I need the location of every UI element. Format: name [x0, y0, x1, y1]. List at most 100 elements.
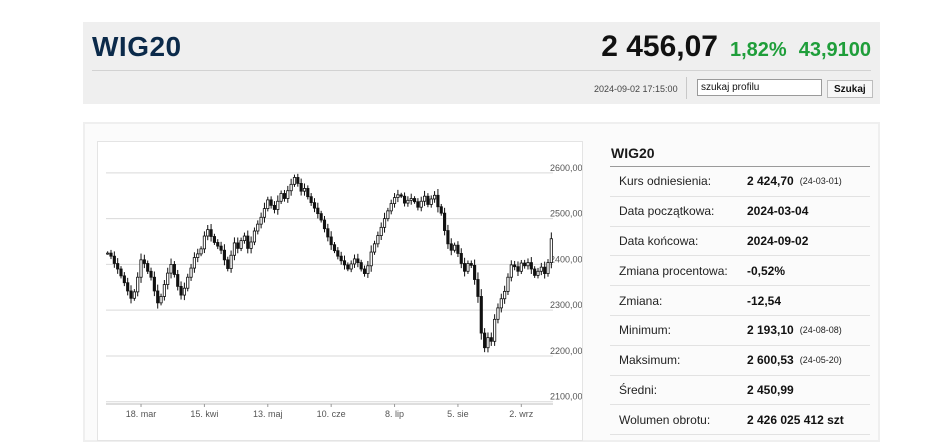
candle-body: [429, 198, 433, 205]
candle-body: [142, 259, 146, 264]
price-chart: 2100,00 2200,00 2300,00 2400,00 2500,00 2600,…: [97, 141, 583, 441]
y-tick-label: 2100,00: [550, 392, 582, 402]
stats-row: Wolumen obrotu: 2 426 025 412 szt: [610, 405, 870, 436]
candle-body: [329, 236, 333, 246]
candle-body: [262, 208, 267, 218]
candle-body: [369, 251, 373, 267]
candle-body: [119, 268, 123, 277]
candle-body: [529, 262, 533, 270]
candle-body: [459, 253, 463, 264]
candle-body: [469, 263, 473, 266]
candle-body: [463, 263, 467, 272]
candle-body: [386, 210, 390, 220]
candle-body: [139, 259, 143, 278]
candle-body: [196, 253, 200, 258]
candle-body: [476, 279, 480, 297]
candle-body: [182, 287, 186, 296]
candle-body: [483, 332, 487, 349]
candle-body: [356, 258, 360, 263]
change-absolute: 43,9100: [798, 39, 871, 61]
candle-body: [326, 228, 330, 238]
candle-body: [406, 199, 410, 204]
candle-body: [192, 257, 196, 269]
stats-row: Zmiana: -12,54: [610, 286, 870, 316]
candle-body: [302, 188, 307, 192]
y-tick-label: 2600,00: [550, 163, 582, 173]
stats-rows: Kurs odniesienia: 2 424,70 (24-03-01) Data …: [610, 167, 870, 436]
stats-table: WIG20 Kurs odniesienia: 2 424,70 (24-03-01…: [610, 139, 870, 436]
price-block: 2 456,07 1,82% 43,9100: [601, 30, 871, 64]
candle-body: [279, 193, 283, 202]
candle-body: [159, 296, 163, 304]
candle-body: [399, 194, 403, 197]
chart-panel: 2100,00 2200,00 2300,00 2400,00 2500,00 2600,…: [83, 122, 880, 442]
candle-body: [292, 177, 297, 185]
candle-body: [416, 201, 420, 208]
candle-body: [132, 291, 136, 299]
candle-body: [342, 260, 347, 266]
stats-date: (24-03-01): [799, 176, 842, 187]
candle-body: [359, 262, 363, 270]
candle-body: [146, 263, 150, 272]
candle-body: [473, 264, 477, 280]
candle-body: [449, 243, 453, 251]
candle-body: [296, 177, 300, 184]
candle-body: [272, 204, 277, 210]
stats-label: Kurs odniesienia:: [619, 174, 712, 189]
candle-body: [222, 249, 226, 261]
search-button[interactable]: Szukaj: [827, 80, 873, 98]
candle-body: [202, 235, 206, 250]
stats-value: 2 450,99: [747, 382, 794, 397]
candle-body: [112, 255, 116, 264]
quote-header: WIG20 2 456,07 1,82% 43,9100 2024-09-02 …: [83, 22, 880, 104]
ticker-symbol: WIG20: [92, 31, 182, 62]
candle-body: [109, 252, 113, 257]
candle-body: [392, 197, 397, 204]
candle-body: [349, 263, 353, 270]
stats-row: Średni: 2 450,99: [610, 376, 870, 406]
stats-value: 2 426 025 412 szt: [747, 412, 844, 427]
x-tick-label: 15. kwi: [190, 409, 218, 419]
candle-body: [379, 226, 383, 236]
candle-body: [332, 244, 337, 252]
candle-body: [486, 337, 490, 349]
candle-body: [212, 236, 216, 243]
last-price: 2 456,07: [601, 30, 718, 63]
candle-body: [493, 318, 497, 342]
candle-body: [249, 241, 253, 249]
search-profile-input[interactable]: [697, 79, 822, 96]
candle-body: [372, 243, 377, 253]
candle-body: [149, 270, 153, 278]
x-tick-label: 18. mar: [126, 409, 157, 419]
candle-body: [446, 230, 450, 245]
candle-body: [423, 195, 427, 202]
candle-body: [352, 258, 357, 265]
candle-body: [443, 212, 447, 231]
candle-body: [152, 276, 156, 292]
y-tick-label: 2400,00: [550, 254, 582, 264]
candle-body: [289, 183, 293, 192]
candle-body: [536, 270, 540, 276]
candle-body: [412, 198, 417, 203]
stats-label: Data początkowa:: [619, 204, 715, 219]
candle-body: [189, 267, 193, 278]
candle-body: [316, 207, 320, 215]
candle-body: [426, 195, 430, 205]
candle-body: [549, 238, 553, 263]
candle-body: [503, 291, 507, 300]
stats-row: Kurs odniesienia: 2 424,70 (24-03-01): [610, 167, 870, 197]
candle-body: [419, 200, 423, 208]
candle-body: [116, 263, 120, 270]
candle-body: [496, 307, 500, 320]
stats-title: WIG20: [610, 139, 870, 167]
stats-value: -12,54: [747, 293, 782, 308]
candle-body: [176, 274, 180, 287]
candle-body: [309, 196, 313, 204]
x-tick-label: 10. cze: [317, 409, 346, 419]
stats-label: Minimum:: [619, 323, 672, 338]
stats-label: Maksimum:: [619, 353, 681, 368]
candle-body: [479, 296, 483, 334]
candle-body: [286, 190, 290, 199]
candle-body: [539, 266, 543, 272]
candle-body: [319, 213, 323, 221]
